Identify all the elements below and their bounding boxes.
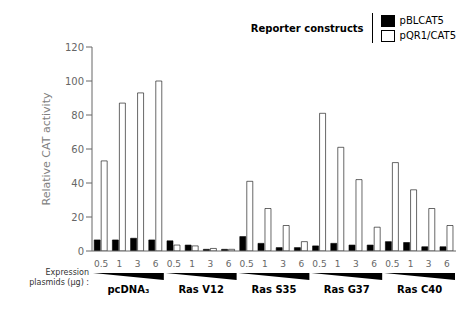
svg-text:0.5: 0.5 (167, 259, 181, 269)
svg-text:6: 6 (226, 259, 232, 269)
svg-text:120: 120 (65, 42, 84, 53)
svg-text:0.5: 0.5 (94, 259, 108, 269)
svg-text:6: 6 (371, 259, 377, 269)
svg-text:80: 80 (71, 110, 84, 121)
svg-text:3: 3 (280, 259, 286, 269)
svg-text:Ras C40: Ras C40 (397, 284, 442, 295)
svg-text:3: 3 (426, 259, 432, 269)
html-text:pBLCAT5: pBLCAT5 (399, 15, 444, 26)
svg-text:1: 1 (335, 259, 341, 269)
svg-text:6: 6 (298, 259, 304, 269)
svg-text:Ras G37: Ras G37 (324, 284, 370, 295)
svg-text:0.5: 0.5 (385, 259, 399, 269)
svg-text:0.5: 0.5 (312, 259, 326, 269)
svg-text:1: 1 (116, 259, 122, 269)
svg-text:6: 6 (444, 259, 450, 269)
svg-text:Ras V12: Ras V12 (178, 284, 224, 295)
svg-text:pcDNA₃: pcDNA₃ (107, 284, 149, 295)
svg-text:3: 3 (353, 259, 359, 269)
svg-text:20: 20 (71, 212, 84, 223)
svg-text:3: 3 (207, 259, 213, 269)
svg-text:Ras S35: Ras S35 (252, 284, 297, 295)
html-text:pQR1/CAT5: pQR1/CAT5 (399, 30, 456, 41)
svg-text:1: 1 (262, 259, 268, 269)
svg-text:60: 60 (71, 144, 84, 155)
svg-text:40: 40 (71, 178, 84, 189)
svg-text:Relative CAT activity: Relative CAT activity (40, 92, 53, 205)
svg-text:0.5: 0.5 (240, 259, 254, 269)
svg-text:1: 1 (408, 259, 414, 269)
svg-text:100: 100 (65, 76, 84, 87)
svg-text:Expressionplasmids (μg) :: Expressionplasmids (μg) : (29, 268, 89, 287)
svg-text:3: 3 (135, 259, 141, 269)
html-text:Reporter constructs: Reporter constructs (250, 22, 364, 34)
svg-text:0: 0 (78, 246, 84, 257)
svg-text:6: 6 (153, 259, 159, 269)
svg-text:1: 1 (189, 259, 195, 269)
